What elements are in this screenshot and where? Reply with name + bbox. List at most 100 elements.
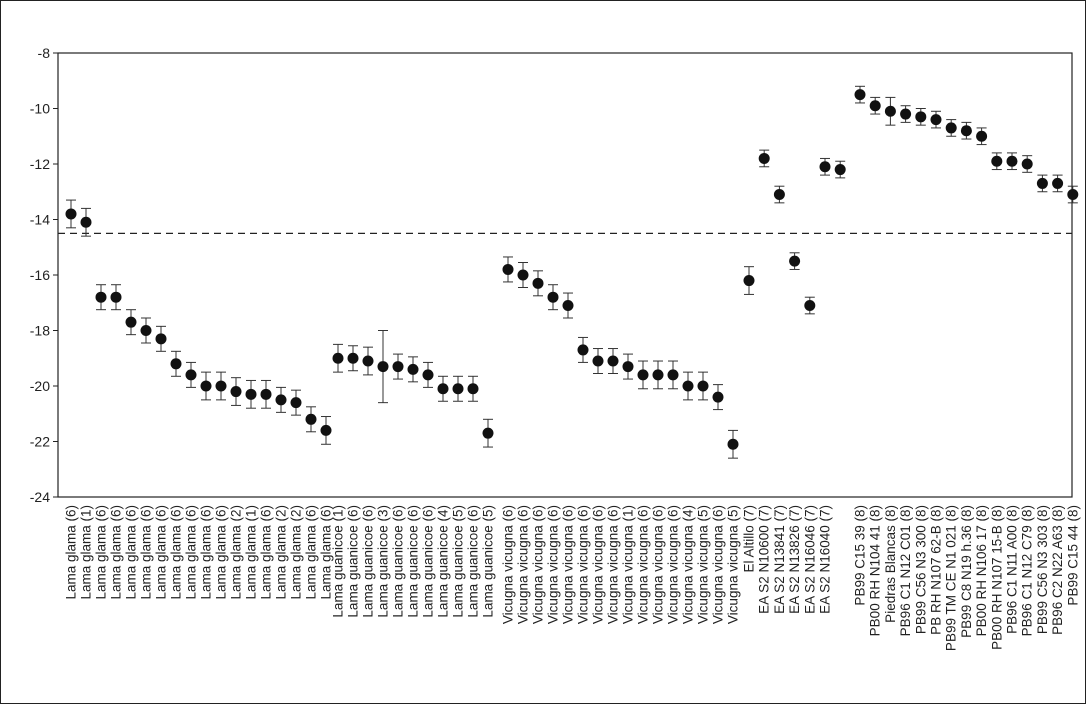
data-point (1036, 177, 1048, 189)
data-point (697, 380, 709, 392)
y-tick-label: -24 (30, 489, 50, 505)
data-point (960, 125, 972, 137)
y-tick-label: -16 (30, 267, 50, 283)
category-label: Lama guanicoe (3) (376, 505, 391, 618)
category-label: Vicugna vicugna (6) (531, 505, 546, 624)
category-label: Lama guanicoe (6) (406, 505, 421, 618)
category-label: Lama glama (6) (124, 505, 139, 600)
data-point (467, 383, 479, 395)
data-point (110, 291, 122, 303)
category-label: EA S2 N10600 (7) (757, 505, 772, 614)
data-point (140, 325, 152, 336)
data-point (652, 369, 664, 381)
category-label: Vicugna vicugna (6) (501, 505, 516, 624)
category-label: Vicugna vicugna (5) (726, 505, 741, 624)
category-label: PB00 RH N104 41 (8) (868, 505, 883, 636)
category-label: PB00 RH N107 15-B (8) (989, 505, 1004, 650)
category-label: Lama guanicoe (4) (436, 505, 451, 618)
category-label: Lama guanicoe (6) (361, 505, 376, 618)
data-point (407, 363, 419, 375)
category-label: El Altillo (7) (742, 505, 757, 573)
data-point (95, 291, 107, 303)
data-point (637, 369, 649, 381)
category-label: PB96 C1 N12 C01 (8) (898, 505, 913, 636)
category-label: Lama glama (6) (214, 505, 229, 600)
data-point (547, 291, 559, 303)
category-label: Lama glama (1) (244, 505, 259, 600)
category-label: EA S2 N16040 (7) (818, 505, 833, 614)
data-point (991, 155, 1003, 167)
category-label: Lama glama (2) (289, 505, 304, 600)
data-point (789, 255, 801, 267)
y-tick-label: -20 (30, 378, 50, 394)
category-label: Lama glama (6) (199, 505, 214, 600)
y-tick-label: -10 (30, 101, 50, 117)
category-label: Vicugna vicugna (6) (591, 505, 606, 624)
y-tick-label: -22 (30, 434, 50, 450)
y-tick-label: -18 (30, 323, 50, 339)
data-point (758, 152, 770, 164)
category-label: Lama guanicoe (5) (481, 505, 496, 618)
y-tick-label: -14 (30, 212, 50, 228)
points-layer (65, 85, 1079, 459)
data-point (592, 355, 604, 367)
category-label: Lama glama (6) (184, 505, 199, 600)
category-label: Lama glama (1) (79, 505, 94, 600)
category-label: Vicugna vicugna (6) (666, 505, 681, 624)
data-point (1067, 189, 1079, 201)
category-label: Piedras Blancas (8) (883, 505, 898, 623)
data-point (1021, 158, 1033, 170)
data-point (517, 269, 529, 281)
data-point (482, 427, 494, 439)
data-point (622, 361, 634, 373)
y-tick-label: -8 (38, 45, 51, 61)
category-label: Vicugna vicugna (6) (516, 505, 531, 624)
axis-layer: -8 -10 -12 -14 -16 -18 -20 -22 -24 (30, 45, 1073, 505)
data-point (65, 208, 77, 220)
data-point (819, 161, 831, 173)
category-label: Vicugna vicugna (4) (681, 505, 696, 624)
category-label: Lama glama (6) (154, 505, 169, 600)
data-point (834, 164, 846, 176)
category-label: Vicugna vicugna (6) (546, 505, 561, 624)
data-point (712, 391, 724, 403)
data-point (320, 424, 332, 436)
data-point (377, 361, 389, 373)
category-label: Vicugna vicugna (1) (621, 505, 636, 624)
category-label: EA S2 N16046 (7) (802, 505, 817, 614)
data-point (1052, 177, 1064, 189)
data-point (185, 369, 197, 381)
category-label: Vicugna vicugna (5) (696, 505, 711, 624)
category-label: Lama glama (2) (274, 505, 289, 600)
data-point (869, 100, 881, 112)
data-point (347, 352, 359, 364)
data-point (884, 105, 896, 117)
category-label: Lama guanicoe (6) (391, 505, 406, 618)
category-label: Vicugna vicugna (6) (576, 505, 591, 624)
category-label: PB96 C1 N11 A00 (8) (1005, 505, 1020, 634)
category-label: Lama guanicoe (6) (346, 505, 361, 618)
data-point (562, 300, 574, 312)
category-label: PB99 C15 44 (8) (1065, 505, 1080, 606)
data-point (773, 189, 785, 201)
category-label: Lama glama (6) (109, 505, 124, 600)
data-point (1006, 155, 1018, 167)
data-point (743, 275, 755, 287)
data-point (170, 358, 182, 370)
data-point (930, 114, 942, 126)
category-labels-layer: Lama glama (6) Lama glama (1) Lama glama (… (64, 505, 1081, 651)
data-point (437, 383, 449, 395)
category-label: PB00 RH N106 17 (8) (974, 505, 989, 636)
data-point (915, 111, 927, 123)
data-point (215, 380, 227, 392)
data-point (392, 361, 404, 373)
data-point (502, 263, 514, 275)
data-point (125, 316, 137, 328)
category-label: Lama guanicoe (5) (451, 505, 466, 618)
category-label: Lama glama (6) (304, 505, 319, 600)
data-point (245, 388, 257, 400)
category-label: Lama glama (6) (139, 505, 154, 600)
data-point (682, 380, 694, 392)
data-point (727, 438, 739, 450)
